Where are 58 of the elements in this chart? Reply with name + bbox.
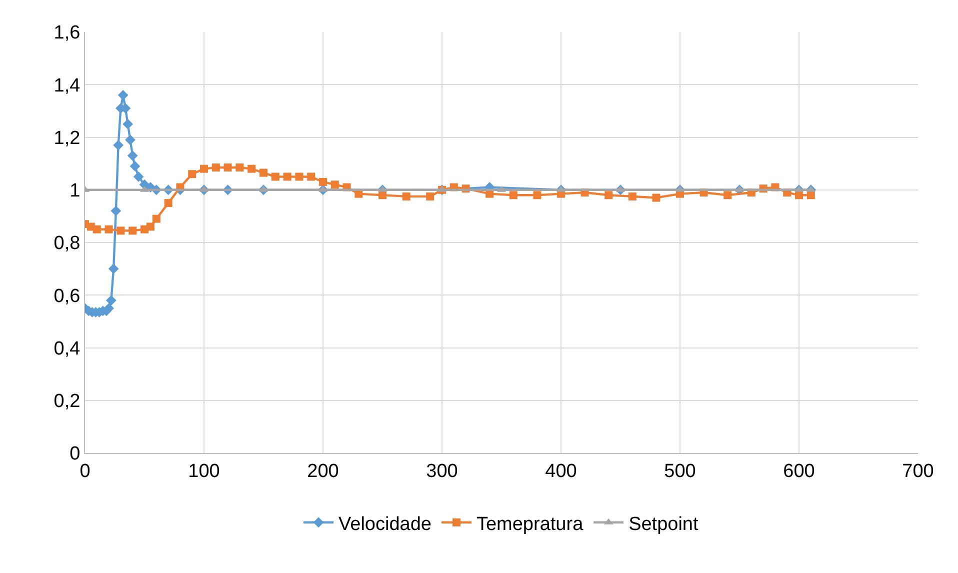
point [402, 192, 410, 200]
y-tick-label: 1 [70, 180, 80, 202]
x-tick-label: 200 [307, 460, 339, 482]
y-tick-label: 0,6 [54, 286, 80, 307]
point [113, 140, 124, 150]
x-tick-label: 600 [783, 460, 815, 482]
y-tick-label: 1,6 [54, 22, 80, 44]
point [200, 164, 208, 173]
point [110, 206, 122, 216]
point [108, 264, 119, 274]
point [260, 168, 268, 177]
x-tick-label: 500 [664, 460, 696, 482]
point [212, 164, 220, 172]
point [652, 194, 660, 202]
point [330, 180, 339, 189]
point [104, 303, 114, 314]
legend-label: Setpoint [628, 514, 700, 535]
point [152, 214, 160, 223]
point [188, 170, 196, 178]
point [92, 225, 101, 234]
y-tick-label: 0,2 [54, 391, 80, 412]
point [724, 191, 732, 200]
legend-label: Velocidade [338, 514, 432, 535]
point [104, 225, 113, 234]
x-tick-label: 100 [188, 460, 220, 482]
point [118, 90, 128, 100]
point [106, 295, 116, 306]
point [426, 192, 434, 200]
point [236, 164, 244, 172]
point [271, 172, 280, 181]
point [224, 164, 232, 172]
legend-label: Temepratura [476, 514, 584, 535]
point [319, 178, 327, 186]
point [127, 150, 138, 161]
point [122, 118, 134, 130]
y-tick-label: 0 [70, 444, 80, 465]
point [133, 172, 144, 182]
point [628, 192, 636, 200]
point [116, 226, 125, 235]
point [307, 172, 316, 181]
point [125, 134, 136, 146]
x-tick-label: 400 [545, 460, 577, 482]
point [128, 226, 137, 235]
y-tick-label: 0,8 [54, 233, 80, 254]
point [283, 172, 292, 181]
y-tick-label: 1,4 [54, 75, 81, 96]
point [248, 164, 256, 173]
point [146, 222, 154, 231]
x-tick-label: 700 [902, 460, 934, 482]
point [130, 160, 140, 172]
y-tick-label: 1,2 [54, 128, 80, 149]
point [295, 172, 304, 181]
x-tick-label: 300 [426, 460, 458, 482]
point [509, 191, 518, 200]
y-tick-label: 0,4 [54, 338, 81, 360]
point [604, 191, 613, 200]
point [164, 199, 172, 208]
point [533, 191, 542, 200]
